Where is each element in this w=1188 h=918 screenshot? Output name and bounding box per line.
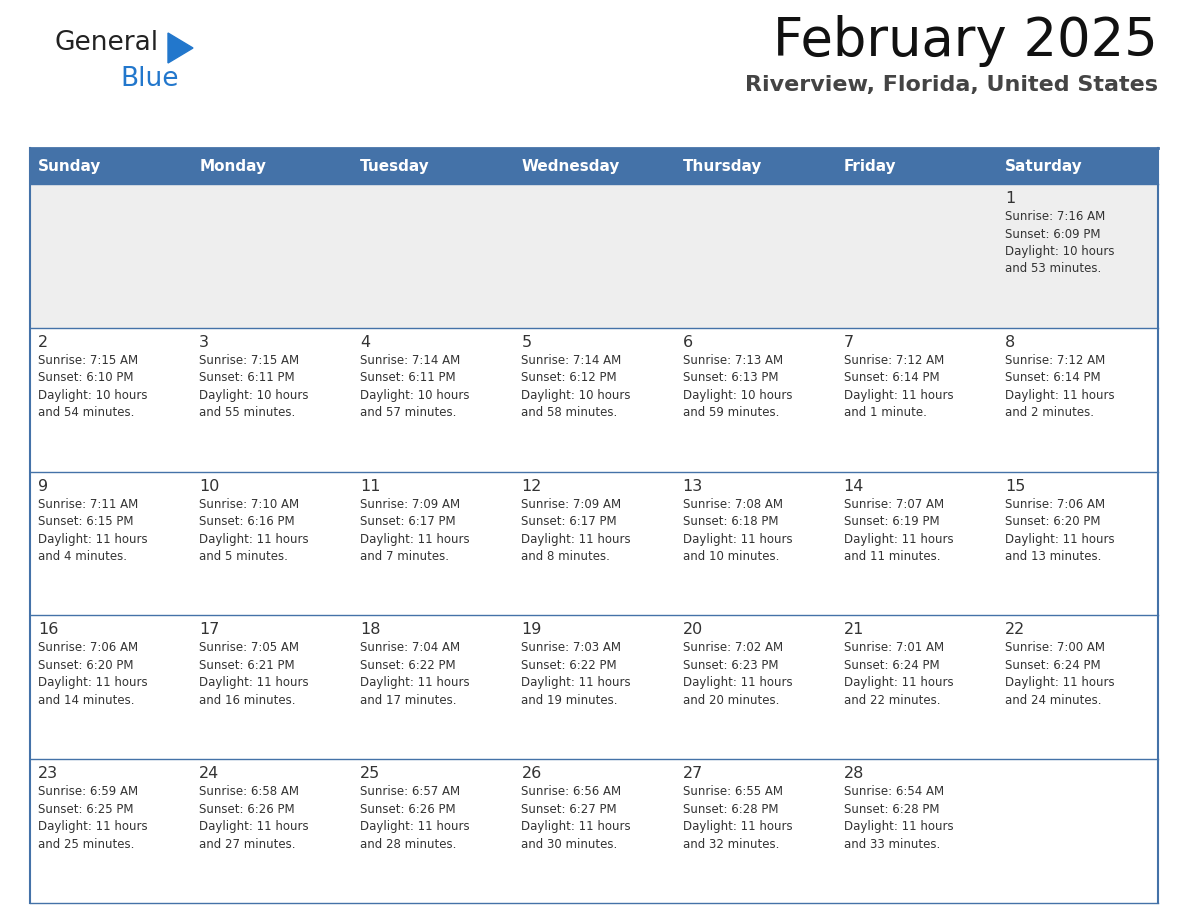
Text: 1: 1 bbox=[1005, 191, 1015, 206]
Text: 17: 17 bbox=[200, 622, 220, 637]
Text: Sunrise: 7:04 AM
Sunset: 6:22 PM
Daylight: 11 hours
and 17 minutes.: Sunrise: 7:04 AM Sunset: 6:22 PM Dayligh… bbox=[360, 642, 470, 707]
Text: Sunrise: 7:03 AM
Sunset: 6:22 PM
Daylight: 11 hours
and 19 minutes.: Sunrise: 7:03 AM Sunset: 6:22 PM Dayligh… bbox=[522, 642, 631, 707]
Text: General: General bbox=[55, 30, 159, 56]
Text: 28: 28 bbox=[843, 767, 864, 781]
Bar bbox=[30, 148, 191, 184]
Bar bbox=[30, 759, 1158, 903]
Text: Sunrise: 7:06 AM
Sunset: 6:20 PM
Daylight: 11 hours
and 14 minutes.: Sunrise: 7:06 AM Sunset: 6:20 PM Dayligh… bbox=[38, 642, 147, 707]
Text: Sunrise: 7:14 AM
Sunset: 6:12 PM
Daylight: 10 hours
and 58 minutes.: Sunrise: 7:14 AM Sunset: 6:12 PM Dayligh… bbox=[522, 353, 631, 420]
Text: Sunrise: 7:11 AM
Sunset: 6:15 PM
Daylight: 11 hours
and 4 minutes.: Sunrise: 7:11 AM Sunset: 6:15 PM Dayligh… bbox=[38, 498, 147, 563]
Text: Sunrise: 7:09 AM
Sunset: 6:17 PM
Daylight: 11 hours
and 8 minutes.: Sunrise: 7:09 AM Sunset: 6:17 PM Dayligh… bbox=[522, 498, 631, 563]
Text: Sunrise: 6:54 AM
Sunset: 6:28 PM
Daylight: 11 hours
and 33 minutes.: Sunrise: 6:54 AM Sunset: 6:28 PM Dayligh… bbox=[843, 785, 953, 851]
Text: 16: 16 bbox=[38, 622, 58, 637]
Text: Monday: Monday bbox=[200, 159, 266, 174]
Text: Sunrise: 7:14 AM
Sunset: 6:11 PM
Daylight: 10 hours
and 57 minutes.: Sunrise: 7:14 AM Sunset: 6:11 PM Dayligh… bbox=[360, 353, 469, 420]
Text: Sunrise: 7:09 AM
Sunset: 6:17 PM
Daylight: 11 hours
and 7 minutes.: Sunrise: 7:09 AM Sunset: 6:17 PM Dayligh… bbox=[360, 498, 470, 563]
Bar bbox=[191, 148, 353, 184]
Text: Sunrise: 7:12 AM
Sunset: 6:14 PM
Daylight: 11 hours
and 1 minute.: Sunrise: 7:12 AM Sunset: 6:14 PM Dayligh… bbox=[843, 353, 953, 420]
Text: 9: 9 bbox=[38, 478, 49, 494]
Text: 2: 2 bbox=[38, 335, 49, 350]
Text: 24: 24 bbox=[200, 767, 220, 781]
Text: Sunrise: 7:10 AM
Sunset: 6:16 PM
Daylight: 11 hours
and 5 minutes.: Sunrise: 7:10 AM Sunset: 6:16 PM Dayligh… bbox=[200, 498, 309, 563]
Text: February 2025: February 2025 bbox=[773, 15, 1158, 67]
Text: Sunrise: 6:55 AM
Sunset: 6:28 PM
Daylight: 11 hours
and 32 minutes.: Sunrise: 6:55 AM Sunset: 6:28 PM Dayligh… bbox=[683, 785, 792, 851]
Text: Sunrise: 7:02 AM
Sunset: 6:23 PM
Daylight: 11 hours
and 20 minutes.: Sunrise: 7:02 AM Sunset: 6:23 PM Dayligh… bbox=[683, 642, 792, 707]
Text: 11: 11 bbox=[360, 478, 381, 494]
Text: 19: 19 bbox=[522, 622, 542, 637]
Text: Sunrise: 7:07 AM
Sunset: 6:19 PM
Daylight: 11 hours
and 11 minutes.: Sunrise: 7:07 AM Sunset: 6:19 PM Dayligh… bbox=[843, 498, 953, 563]
Text: Sunrise: 6:56 AM
Sunset: 6:27 PM
Daylight: 11 hours
and 30 minutes.: Sunrise: 6:56 AM Sunset: 6:27 PM Dayligh… bbox=[522, 785, 631, 851]
Text: 27: 27 bbox=[683, 767, 703, 781]
Text: Sunrise: 6:57 AM
Sunset: 6:26 PM
Daylight: 11 hours
and 28 minutes.: Sunrise: 6:57 AM Sunset: 6:26 PM Dayligh… bbox=[360, 785, 470, 851]
Bar bbox=[513, 148, 675, 184]
Text: 14: 14 bbox=[843, 478, 864, 494]
Text: Sunrise: 6:58 AM
Sunset: 6:26 PM
Daylight: 11 hours
and 27 minutes.: Sunrise: 6:58 AM Sunset: 6:26 PM Dayligh… bbox=[200, 785, 309, 851]
Text: Friday: Friday bbox=[843, 159, 896, 174]
Polygon shape bbox=[168, 33, 192, 63]
Text: Sunrise: 7:16 AM
Sunset: 6:09 PM
Daylight: 10 hours
and 53 minutes.: Sunrise: 7:16 AM Sunset: 6:09 PM Dayligh… bbox=[1005, 210, 1114, 275]
Bar bbox=[30, 615, 1158, 759]
Bar bbox=[675, 148, 835, 184]
Text: 25: 25 bbox=[360, 767, 380, 781]
Text: Wednesday: Wednesday bbox=[522, 159, 620, 174]
Bar bbox=[835, 148, 997, 184]
Bar bbox=[30, 472, 1158, 615]
Text: Sunrise: 7:12 AM
Sunset: 6:14 PM
Daylight: 11 hours
and 2 minutes.: Sunrise: 7:12 AM Sunset: 6:14 PM Dayligh… bbox=[1005, 353, 1114, 420]
Text: Sunrise: 7:00 AM
Sunset: 6:24 PM
Daylight: 11 hours
and 24 minutes.: Sunrise: 7:00 AM Sunset: 6:24 PM Dayligh… bbox=[1005, 642, 1114, 707]
Text: 26: 26 bbox=[522, 767, 542, 781]
Bar bbox=[353, 148, 513, 184]
Text: 23: 23 bbox=[38, 767, 58, 781]
Text: Sunrise: 7:01 AM
Sunset: 6:24 PM
Daylight: 11 hours
and 22 minutes.: Sunrise: 7:01 AM Sunset: 6:24 PM Dayligh… bbox=[843, 642, 953, 707]
Bar bbox=[30, 184, 1158, 328]
Text: Sunrise: 7:06 AM
Sunset: 6:20 PM
Daylight: 11 hours
and 13 minutes.: Sunrise: 7:06 AM Sunset: 6:20 PM Dayligh… bbox=[1005, 498, 1114, 563]
Text: 21: 21 bbox=[843, 622, 864, 637]
Text: 8: 8 bbox=[1005, 335, 1015, 350]
Text: Tuesday: Tuesday bbox=[360, 159, 430, 174]
Text: Blue: Blue bbox=[120, 66, 178, 92]
Bar bbox=[30, 328, 1158, 472]
Text: 20: 20 bbox=[683, 622, 703, 637]
Text: Sunday: Sunday bbox=[38, 159, 101, 174]
Text: 13: 13 bbox=[683, 478, 703, 494]
Text: 7: 7 bbox=[843, 335, 854, 350]
Text: 10: 10 bbox=[200, 478, 220, 494]
Text: 5: 5 bbox=[522, 335, 531, 350]
Text: Sunrise: 7:05 AM
Sunset: 6:21 PM
Daylight: 11 hours
and 16 minutes.: Sunrise: 7:05 AM Sunset: 6:21 PM Dayligh… bbox=[200, 642, 309, 707]
Text: Sunrise: 7:15 AM
Sunset: 6:10 PM
Daylight: 10 hours
and 54 minutes.: Sunrise: 7:15 AM Sunset: 6:10 PM Dayligh… bbox=[38, 353, 147, 420]
Text: 15: 15 bbox=[1005, 478, 1025, 494]
Text: 4: 4 bbox=[360, 335, 371, 350]
Text: Sunrise: 7:15 AM
Sunset: 6:11 PM
Daylight: 10 hours
and 55 minutes.: Sunrise: 7:15 AM Sunset: 6:11 PM Dayligh… bbox=[200, 353, 309, 420]
Text: 6: 6 bbox=[683, 335, 693, 350]
Text: Sunrise: 6:59 AM
Sunset: 6:25 PM
Daylight: 11 hours
and 25 minutes.: Sunrise: 6:59 AM Sunset: 6:25 PM Dayligh… bbox=[38, 785, 147, 851]
Text: 3: 3 bbox=[200, 335, 209, 350]
Text: Riverview, Florida, United States: Riverview, Florida, United States bbox=[745, 75, 1158, 95]
Text: Thursday: Thursday bbox=[683, 159, 762, 174]
Text: 18: 18 bbox=[360, 622, 381, 637]
Text: Saturday: Saturday bbox=[1005, 159, 1082, 174]
Text: 22: 22 bbox=[1005, 622, 1025, 637]
Text: Sunrise: 7:13 AM
Sunset: 6:13 PM
Daylight: 10 hours
and 59 minutes.: Sunrise: 7:13 AM Sunset: 6:13 PM Dayligh… bbox=[683, 353, 792, 420]
Text: 12: 12 bbox=[522, 478, 542, 494]
Bar bbox=[997, 148, 1158, 184]
Text: Sunrise: 7:08 AM
Sunset: 6:18 PM
Daylight: 11 hours
and 10 minutes.: Sunrise: 7:08 AM Sunset: 6:18 PM Dayligh… bbox=[683, 498, 792, 563]
